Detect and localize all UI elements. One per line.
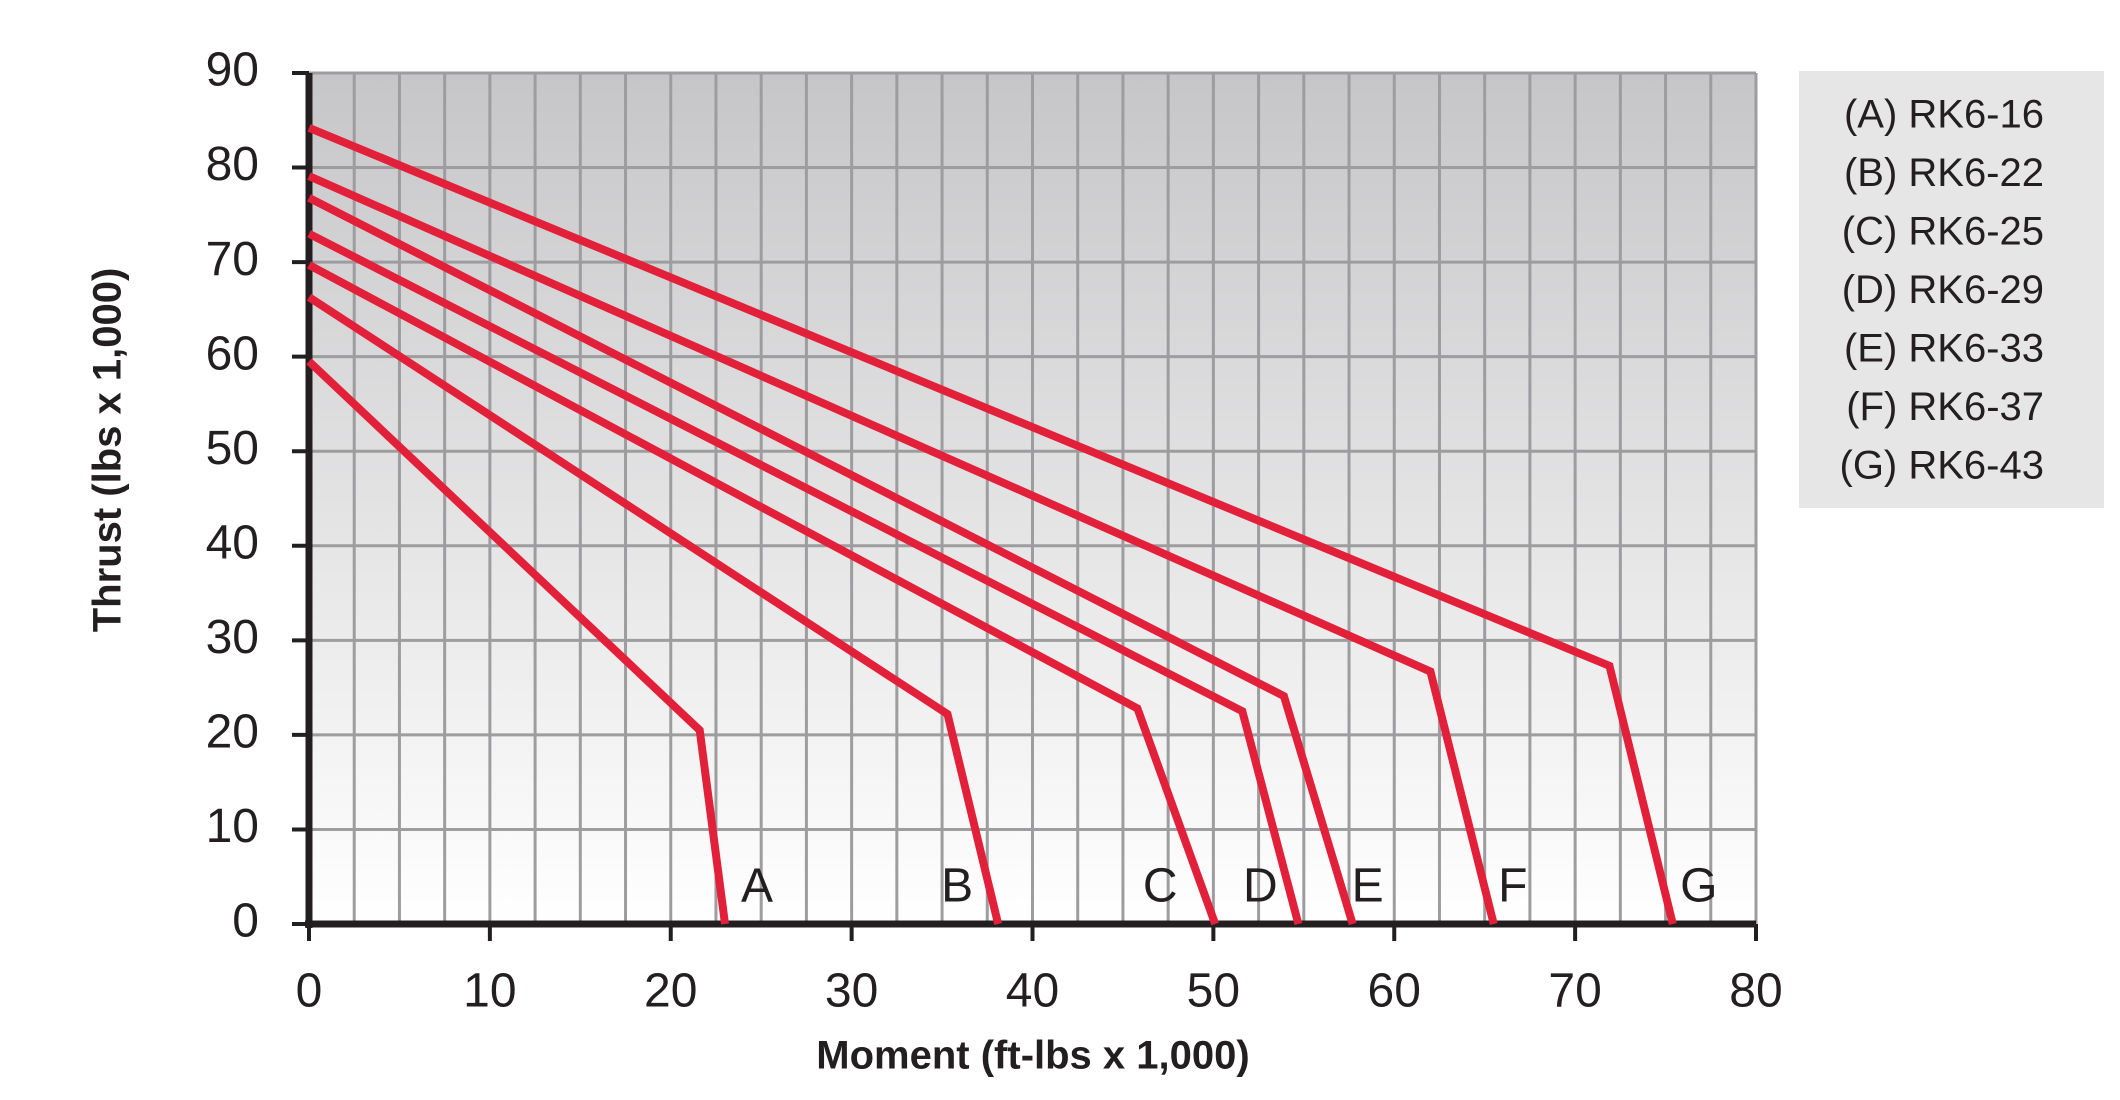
series-line <box>306 293 1003 925</box>
series-line <box>307 261 1219 926</box>
series-line <box>306 358 729 925</box>
y-tick-label: 60 <box>206 327 259 380</box>
legend-entry: (G) RK6-43 <box>1840 444 2045 488</box>
y-tick-label: 80 <box>206 138 259 191</box>
y-axis-title: Thrust (lbs x 1,000) <box>86 268 130 633</box>
legend-entry: (C) RK6-25 <box>1842 210 2044 254</box>
legend-box <box>1799 71 2104 508</box>
curve-label: F <box>1498 860 1527 913</box>
series-line <box>307 124 1677 925</box>
y-tick-label: 70 <box>206 233 259 286</box>
legend-entry: (B) RK6-22 <box>1844 151 2044 195</box>
x-tick-label: 20 <box>644 965 697 1018</box>
x-tick-label: 50 <box>1187 965 1240 1018</box>
curve-label: C <box>1143 860 1178 913</box>
curve-label: D <box>1243 860 1278 913</box>
series-line <box>307 172 1498 925</box>
x-tick-label: 30 <box>825 965 878 1018</box>
y-tick-label: 50 <box>206 422 259 475</box>
y-tick-label: 0 <box>232 895 259 948</box>
x-tick-label: 80 <box>1729 965 1782 1018</box>
series-line <box>307 194 1357 926</box>
y-tick-label: 40 <box>206 516 259 569</box>
legend-entry: (D) RK6-29 <box>1842 268 2044 312</box>
y-tick-label: 90 <box>206 44 259 97</box>
x-tick-label: 40 <box>1006 965 1059 1018</box>
y-tick-label: 10 <box>206 800 259 853</box>
series-line <box>307 230 1303 926</box>
x-tick-label: 70 <box>1548 965 1601 1018</box>
curve-label: A <box>741 860 773 913</box>
x-tick-label: 60 <box>1368 965 1421 1018</box>
legend-entry: (A) RK6-16 <box>1844 93 2044 137</box>
legend-entry: (F) RK6-37 <box>1846 385 2044 429</box>
curve-label: G <box>1680 860 1717 913</box>
curve-label: B <box>941 860 973 913</box>
x-tick-label: 10 <box>463 965 516 1018</box>
y-tick-label: 30 <box>206 611 259 664</box>
curve-label: E <box>1352 860 1384 913</box>
x-tick-label: 0 <box>296 965 323 1018</box>
legend-entry: (E) RK6-33 <box>1844 327 2044 371</box>
x-axis-title: Moment (ft-lbs x 1,000) <box>816 1034 1249 1078</box>
y-tick-label: 20 <box>206 706 259 759</box>
